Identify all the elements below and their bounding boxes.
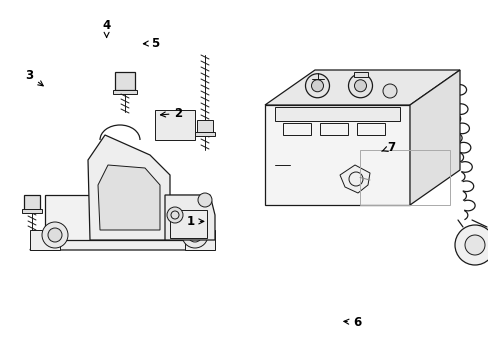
Circle shape [454, 225, 488, 265]
Circle shape [182, 222, 207, 248]
Polygon shape [164, 195, 215, 240]
Circle shape [198, 193, 212, 207]
Polygon shape [409, 70, 459, 205]
Polygon shape [197, 120, 213, 132]
Circle shape [48, 228, 62, 242]
Circle shape [187, 228, 202, 242]
Polygon shape [45, 195, 204, 240]
Polygon shape [24, 195, 40, 211]
Polygon shape [113, 90, 137, 94]
Polygon shape [155, 110, 195, 140]
Polygon shape [184, 230, 215, 250]
Text: 7: 7 [381, 141, 394, 154]
Polygon shape [22, 209, 42, 213]
Polygon shape [30, 230, 60, 250]
Text: 5: 5 [143, 37, 159, 50]
Polygon shape [274, 107, 399, 121]
Circle shape [382, 84, 396, 98]
Text: 1: 1 [186, 215, 203, 228]
Polygon shape [339, 165, 369, 193]
Polygon shape [30, 240, 215, 250]
Text: 4: 4 [102, 19, 110, 37]
Circle shape [167, 207, 183, 223]
Polygon shape [195, 132, 215, 136]
Text: 2: 2 [160, 107, 182, 120]
Circle shape [348, 74, 372, 98]
Circle shape [464, 235, 484, 255]
Circle shape [354, 80, 366, 92]
Polygon shape [353, 72, 367, 77]
Circle shape [311, 80, 323, 92]
Text: 6: 6 [343, 316, 360, 329]
Circle shape [42, 222, 68, 248]
Polygon shape [264, 70, 459, 105]
Circle shape [305, 74, 329, 98]
Polygon shape [88, 135, 170, 240]
Polygon shape [98, 165, 160, 230]
Polygon shape [264, 105, 409, 205]
Polygon shape [115, 72, 135, 90]
Text: 3: 3 [25, 69, 43, 86]
